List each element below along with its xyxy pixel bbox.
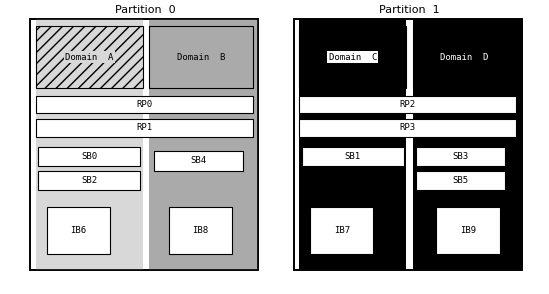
Text: SB5: SB5 <box>452 176 469 185</box>
Text: IB7: IB7 <box>334 226 350 235</box>
Bar <box>154 151 243 171</box>
Text: RP0: RP0 <box>136 100 152 109</box>
Bar <box>310 207 373 254</box>
Bar <box>294 19 522 270</box>
Text: IB9: IB9 <box>460 226 476 235</box>
Bar <box>30 19 258 270</box>
Bar <box>413 19 522 270</box>
Bar <box>149 26 253 88</box>
Text: Domain  C: Domain C <box>328 53 377 62</box>
Bar <box>36 96 253 113</box>
Text: SB0: SB0 <box>81 152 97 161</box>
Bar <box>302 147 404 166</box>
Bar <box>169 207 232 254</box>
Text: SB4: SB4 <box>190 156 206 166</box>
Text: Domain  A: Domain A <box>65 53 114 62</box>
Bar <box>299 19 406 270</box>
Text: Domain  B: Domain B <box>177 53 225 62</box>
Text: RP3: RP3 <box>400 123 416 132</box>
Bar <box>149 19 258 270</box>
Bar <box>299 26 406 88</box>
Bar <box>36 19 143 270</box>
Text: Domain  D: Domain D <box>440 53 489 62</box>
Text: Partition  0: Partition 0 <box>115 5 176 15</box>
Bar <box>413 26 516 88</box>
Text: SB2: SB2 <box>81 176 97 185</box>
Text: SB1: SB1 <box>345 152 361 161</box>
Bar <box>294 19 522 270</box>
Bar <box>299 119 516 137</box>
Bar <box>436 207 500 254</box>
Text: IB8: IB8 <box>193 226 209 235</box>
Text: SB3: SB3 <box>452 152 469 161</box>
Bar <box>36 119 253 137</box>
Text: Partition  1: Partition 1 <box>379 5 439 15</box>
Bar <box>47 207 110 254</box>
Bar <box>30 19 258 270</box>
Text: IB6: IB6 <box>70 226 86 235</box>
Bar <box>416 171 505 190</box>
Bar <box>38 171 140 190</box>
Text: RP1: RP1 <box>136 123 152 132</box>
Bar <box>38 147 140 166</box>
Text: RP2: RP2 <box>400 100 416 109</box>
Bar <box>36 26 143 88</box>
Bar <box>416 147 505 166</box>
Bar <box>299 96 516 113</box>
